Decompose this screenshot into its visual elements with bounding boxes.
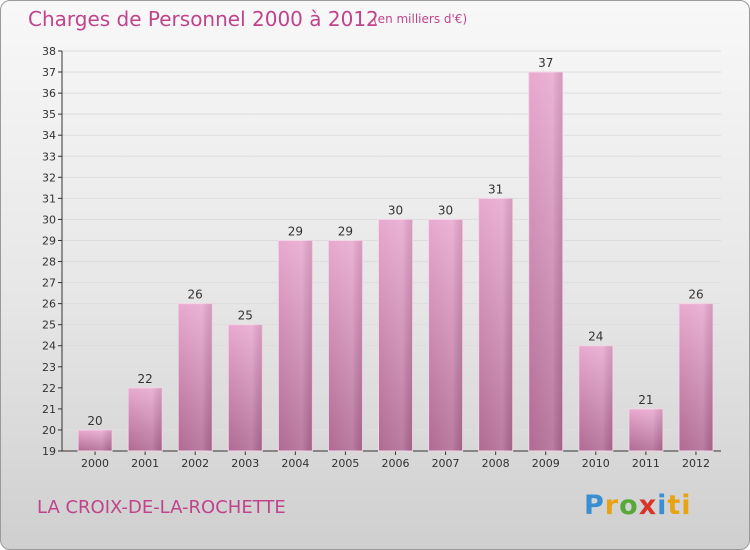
value-label-2007: 30	[438, 203, 453, 217]
value-label-2006: 30	[388, 203, 403, 217]
y-tick-label: 24	[42, 340, 56, 353]
bar-shine-2009	[528, 72, 563, 451]
value-label-2010: 24	[588, 330, 603, 344]
y-tick-label: 22	[42, 382, 56, 395]
labels: 20 2000 22 2001 26 2002 25 2003 29 2004 29 2005 30 20…	[81, 56, 710, 470]
x-tick-label-2008: 2008	[482, 457, 510, 470]
y-tick-label: 29	[42, 234, 56, 247]
y-tick-label: 34	[42, 129, 56, 142]
x-tick-label-2003: 2003	[231, 457, 259, 470]
bar-shine-2002	[178, 303, 213, 451]
bar-shine-2011	[628, 408, 663, 451]
x-tick-label-2002: 2002	[181, 457, 209, 470]
value-label-2009: 37	[538, 56, 553, 70]
y-tick-label: 36	[42, 87, 56, 100]
bar-shine-2001	[128, 387, 163, 451]
x-tick-label-2001: 2001	[131, 457, 159, 470]
bar-shine-2004	[278, 240, 313, 451]
y-tick-label: 33	[42, 150, 56, 163]
x-tick-label-2005: 2005	[331, 457, 359, 470]
y-tick-label: 35	[42, 108, 56, 121]
x-tick-label-2007: 2007	[432, 457, 460, 470]
commune-name: LA CROIX-DE-LA-ROCHETTE	[37, 497, 286, 518]
y-tick-label: 23	[42, 361, 56, 374]
axes: 19 20 21 22 23 24 25 26 27 28 29 30 31 32 33 34 35 36 37 38	[42, 45, 721, 458]
y-tick-label: 37	[42, 66, 56, 79]
value-label-2001: 22	[137, 372, 152, 386]
bar-shine-2010	[578, 345, 613, 451]
proxiti-logo: Proxiti	[584, 490, 692, 521]
bars	[77, 71, 714, 452]
bar-shine-2007	[428, 219, 463, 451]
y-tick-label: 21	[42, 403, 56, 416]
x-tick-label-2004: 2004	[281, 457, 309, 470]
y-tick-label: 28	[42, 256, 56, 269]
y-tick-label: 32	[42, 171, 56, 184]
bar-shine-2005	[328, 240, 363, 451]
value-label-2004: 29	[288, 224, 303, 238]
x-tick-label-2012: 2012	[682, 457, 710, 470]
value-label-2008: 31	[488, 182, 503, 196]
bar-shine-2003	[228, 324, 263, 451]
y-tick-label: 19	[42, 445, 56, 458]
x-tick-label-2006: 2006	[382, 457, 410, 470]
x-tick-label-2000: 2000	[81, 457, 109, 470]
value-label-2000: 20	[87, 414, 102, 428]
y-tick-label: 38	[42, 45, 56, 58]
value-label-2011: 21	[638, 393, 653, 407]
y-tick-label: 27	[42, 277, 56, 290]
y-tick-label: 20	[42, 424, 56, 437]
chart-title: Charges de Personnel 2000 à 2012	[28, 7, 379, 31]
x-tick-label-2011: 2011	[632, 457, 660, 470]
bar-shine-2006	[378, 219, 413, 451]
bar-shine-2012	[678, 303, 713, 451]
value-label-2005: 29	[338, 224, 353, 238]
x-tick-label-2010: 2010	[582, 457, 610, 470]
y-tick-label: 31	[42, 192, 56, 205]
bar-shine-2008	[478, 198, 513, 451]
x-tick-label-2009: 2009	[532, 457, 560, 470]
y-tick-label: 25	[42, 319, 56, 332]
value-label-2002: 26	[188, 288, 203, 302]
chart-subtitle: (en milliers d'€)	[373, 12, 468, 26]
y-tick-label: 30	[42, 213, 56, 226]
y-tick-label: 26	[42, 298, 56, 311]
bar-shine-2000	[78, 429, 113, 451]
value-label-2012: 26	[688, 288, 703, 302]
value-label-2003: 25	[238, 309, 253, 323]
